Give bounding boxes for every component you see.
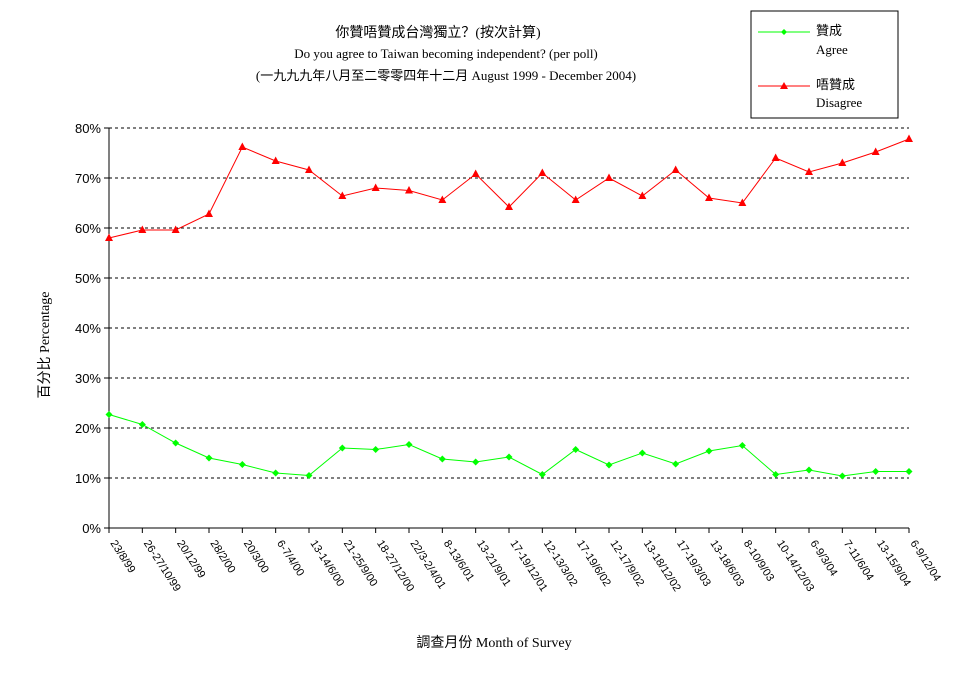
series-line-disagree (108, 138, 910, 239)
data-point-agree (205, 454, 213, 462)
y-tick-label: 30% (75, 371, 101, 386)
data-point-disagree (638, 191, 647, 199)
data-point-agree (538, 471, 546, 478)
data-point-agree (838, 472, 846, 480)
legend: 贊成 Agree 唔贊成 Disagree (750, 10, 899, 119)
data-point-disagree (705, 193, 713, 201)
gridlines (109, 127, 909, 479)
chart-subtitle: Do you agree to Taiwan becoming independ… (294, 46, 598, 61)
x-tick-label: 13-15/9/04 (874, 538, 913, 589)
legend-agree-marker (781, 29, 787, 35)
chart-subtitle-period: (一九九九年八月至二零零四年十二月 August 1999 - December… (256, 68, 636, 83)
series-agree (105, 411, 913, 480)
x-tick-label: 7-11/6/04 (841, 538, 876, 583)
data-point-disagree (738, 198, 747, 206)
data-point-disagree (471, 169, 480, 177)
data-point-agree (438, 455, 446, 463)
data-point-disagree (338, 191, 347, 199)
data-point-agree (738, 442, 746, 449)
data-point-disagree (371, 183, 380, 191)
y-tick-label: 0% (82, 521, 101, 536)
data-point-agree (505, 453, 513, 461)
data-point-agree (772, 471, 780, 478)
data-point-disagree (271, 156, 280, 164)
series-disagree (105, 134, 913, 241)
x-tick-label: 20/12/99 (174, 538, 207, 580)
data-point-disagree (171, 225, 180, 233)
y-tick-label: 50% (75, 271, 101, 286)
data-point-agree (138, 421, 146, 428)
data-point-disagree (305, 165, 313, 173)
data-point-disagree (871, 147, 880, 155)
data-point-disagree (771, 153, 780, 161)
data-point-disagree (571, 195, 580, 203)
y-tick-label: 70% (75, 171, 101, 186)
y-axis-ticks: 0% 10% 20% 30% 40% 50% 60% 70% 80% (75, 121, 109, 536)
x-tick-label: 8-10/9/03 (741, 538, 776, 584)
series-line-agree (108, 414, 909, 477)
data-point-agree (872, 468, 880, 475)
data-point-disagree (905, 134, 913, 142)
y-tick-label: 60% (75, 221, 101, 236)
data-point-agree (605, 461, 613, 469)
data-point-agree (105, 411, 113, 418)
y-tick-label: 40% (75, 321, 101, 336)
data-point-disagree (805, 167, 813, 175)
y-axis-label: 百分比 Percentage (37, 292, 53, 399)
data-point-disagree (605, 173, 613, 181)
data-point-agree (572, 446, 580, 453)
x-tick-label: 13-14/6/00 (307, 538, 346, 589)
series-layer (105, 134, 913, 480)
data-point-agree (372, 446, 380, 453)
axes (108, 128, 909, 529)
data-point-disagree (438, 195, 447, 203)
data-point-agree (172, 439, 180, 447)
y-tick-label: 80% (75, 121, 101, 136)
legend-agree-label-en: Agree (816, 42, 848, 57)
data-point-agree (238, 461, 246, 468)
chart-title: 你贊唔贊成台灣獨立？(按次計算) (335, 25, 541, 41)
x-tick-label: 6-9/3/04 (807, 538, 839, 578)
data-point-agree (705, 447, 713, 455)
data-point-agree (805, 466, 813, 474)
x-tick-label: 6-7/4/00 (274, 538, 306, 578)
y-tick-label: 10% (75, 471, 101, 486)
data-point-agree (405, 441, 413, 448)
data-point-disagree (105, 233, 113, 241)
data-point-disagree (671, 165, 680, 173)
data-point-disagree (405, 186, 413, 194)
data-point-disagree (205, 209, 213, 217)
data-point-agree (905, 468, 913, 475)
data-point-agree (672, 460, 680, 468)
data-point-agree (305, 472, 313, 479)
y-tick-label: 20% (75, 421, 101, 436)
x-tick-label: 6-9/12/04 (907, 538, 942, 584)
legend-disagree-label: 唔贊成 (816, 77, 855, 92)
legend-box (750, 10, 899, 119)
data-point-disagree (838, 158, 847, 166)
data-point-disagree (538, 168, 547, 176)
x-tick-label: 28/2/00 (207, 538, 237, 575)
data-point-disagree (138, 225, 147, 233)
x-tick-label: 20/3/00 (241, 538, 271, 575)
legend-disagree-marker (780, 82, 788, 89)
x-tick-label: 23/8/99 (107, 538, 137, 575)
data-point-disagree (505, 202, 513, 210)
x-tick-label: 8-13/6/01 (441, 538, 476, 584)
data-point-agree (272, 469, 280, 477)
data-point-agree (472, 458, 480, 466)
x-axis-label: 調查月份 Month of Survey (416, 635, 571, 651)
data-point-disagree (238, 142, 247, 150)
legend-agree-label: 贊成 (816, 23, 842, 38)
data-point-agree (638, 449, 646, 457)
legend-disagree-label-en: Disagree (816, 95, 862, 110)
chart-titles: 你贊唔贊成台灣獨立？(按次計算) Do you agree to Taiwan … (256, 25, 636, 83)
data-point-agree (338, 444, 346, 452)
x-tick-label: 13-21/9/01 (474, 538, 513, 589)
